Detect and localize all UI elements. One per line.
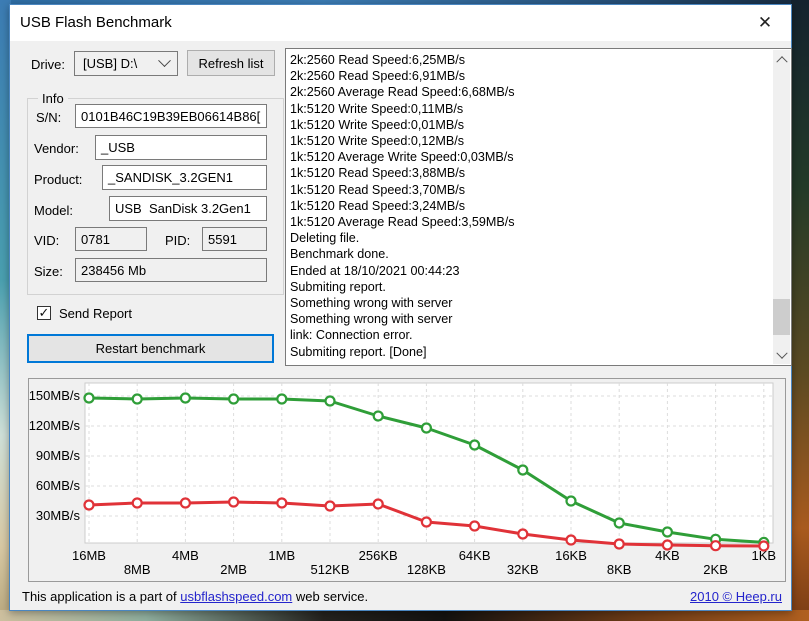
send-report-label[interactable]: Send Report	[59, 306, 132, 321]
info-group: Info S/N: 0101B46C19B39EB06614B86[ Vendo…	[27, 91, 284, 295]
vid-label: VID:	[34, 233, 60, 248]
log-line: 1k:5120 Write Speed:0,01MB/s	[290, 117, 465, 132]
log-lines: 2k:2560 Read Speed:6,25MB/s 2k:2560 Read …	[290, 52, 771, 360]
log-line: 2k:2560 Read Speed:6,91MB/s	[290, 69, 466, 84]
log-line: Submiting report.	[290, 279, 386, 294]
size-field: 238456 Mb	[75, 258, 267, 282]
vendor-label: Vendor:	[34, 141, 79, 156]
status-suffix: web service.	[292, 589, 369, 604]
pid-field: 5591	[202, 227, 267, 251]
svg-text:60MB/s: 60MB/s	[36, 478, 81, 493]
svg-text:16KB: 16KB	[555, 548, 587, 563]
log-output[interactable]: 2k:2560 Read Speed:6,25MB/s 2k:2560 Read …	[285, 48, 792, 366]
svg-text:128KB: 128KB	[407, 562, 446, 577]
svg-text:120MB/s: 120MB/s	[29, 418, 80, 433]
sn-label: S/N:	[36, 110, 62, 125]
svg-text:90MB/s: 90MB/s	[36, 448, 81, 463]
svg-text:8MB: 8MB	[124, 562, 151, 577]
status-text: This application is a part of usbflashsp…	[22, 589, 368, 604]
log-line: Benchmark done.	[290, 247, 389, 262]
status-bar: This application is a part of usbflashsp…	[10, 584, 791, 610]
title-bar[interactable]: USB Flash Benchmark ✕	[10, 5, 791, 41]
log-line: 2k:2560 Average Read Speed:6,68MB/s	[290, 85, 515, 100]
log-line: 1k:5120 Read Speed:3,70MB/s	[290, 182, 466, 197]
svg-text:4MB: 4MB	[172, 548, 199, 563]
drive-select-value: [USB] D:\	[83, 56, 138, 71]
scroll-down-icon[interactable]	[773, 347, 790, 364]
window-title: USB Flash Benchmark	[20, 14, 172, 31]
checkmark-icon: ✓	[38, 305, 50, 320]
svg-text:2MB: 2MB	[220, 562, 247, 577]
model-field[interactable]: USB SanDisk 3.2Gen1	[109, 196, 267, 221]
model-label: Model:	[34, 203, 74, 218]
log-line: Submiting report. [Done]	[290, 344, 427, 359]
desktop-wallpaper-left	[0, 0, 11, 621]
log-line: 1k:5120 Read Speed:3,88MB/s	[290, 166, 466, 181]
svg-text:4KB: 4KB	[655, 548, 680, 563]
size-label: Size:	[34, 264, 63, 279]
drive-select[interactable]: [USB] D:\	[74, 51, 178, 76]
log-line: 1k:5120 Average Write Speed:0,03MB/s	[290, 150, 514, 165]
desktop-wallpaper-bottom	[0, 610, 809, 621]
log-scrollbar[interactable]	[773, 50, 790, 364]
chevron-down-icon	[158, 54, 171, 68]
log-line: Deleting file.	[290, 231, 360, 246]
sn-field[interactable]: 0101B46C19B39EB06614B86[	[75, 104, 267, 128]
vid-field: 0781	[75, 227, 147, 251]
svg-text:32KB: 32KB	[507, 562, 539, 577]
svg-text:512KB: 512KB	[310, 562, 349, 577]
info-group-label: Info	[38, 91, 68, 106]
log-line: 1k:5120 Average Read Speed:3,59MB/s	[290, 215, 515, 230]
svg-text:2KB: 2KB	[703, 562, 728, 577]
svg-text:1MB: 1MB	[268, 548, 295, 563]
drive-label: Drive:	[31, 57, 65, 72]
usbflashspeed-link[interactable]: usbflashspeed.com	[180, 589, 293, 604]
svg-text:256KB: 256KB	[359, 548, 398, 563]
log-line: link: Connection error.	[290, 328, 413, 343]
svg-text:150MB/s: 150MB/s	[29, 388, 80, 403]
vendor-field[interactable]: _USB	[95, 135, 267, 160]
svg-text:8KB: 8KB	[607, 562, 632, 577]
desktop-wallpaper-right	[791, 0, 809, 621]
product-label: Product:	[34, 172, 83, 187]
send-report-checkbox[interactable]: ✓	[37, 306, 51, 320]
copyright-link[interactable]: 2010 © Heep.ru	[690, 589, 782, 604]
log-line: Ended at 18/10/2021 00:44:23	[290, 263, 460, 278]
scroll-up-icon[interactable]	[773, 50, 790, 67]
chart-panel: 150MB/s 120MB/s 90MB/s 60MB/s 30MB/s 16MB 8MB 4…	[28, 378, 786, 582]
log-line: 1k:5120 Write Speed:0,12MB/s	[290, 134, 465, 149]
log-line: 1k:5120 Write Speed:0,11MB/s	[290, 101, 464, 116]
desktop-wallpaper-top	[0, 0, 809, 6]
close-icon[interactable]: ✕	[757, 13, 773, 32]
app-window: USB Flash Benchmark ✕ Drive: [USB] D:\ R…	[9, 4, 792, 611]
log-line: Something wrong with server	[290, 296, 453, 311]
pid-label: PID:	[165, 233, 191, 248]
log-line: 2k:2560 Read Speed:6,25MB/s	[290, 53, 466, 67]
svg-text:64KB: 64KB	[459, 548, 491, 563]
status-prefix: This application is a part of	[22, 589, 181, 604]
svg-text:30MB/s: 30MB/s	[36, 508, 81, 523]
benchmark-chart: 150MB/s 120MB/s 90MB/s 60MB/s 30MB/s 16MB 8MB 4…	[29, 382, 777, 577]
restart-benchmark-button[interactable]: Restart benchmark	[27, 334, 274, 363]
log-line: Something wrong with server	[290, 312, 453, 327]
scrollbar-thumb[interactable]	[773, 299, 790, 335]
refresh-list-button[interactable]: Refresh list	[187, 50, 275, 76]
svg-text:16MB: 16MB	[72, 548, 106, 563]
svg-text:1KB: 1KB	[752, 548, 777, 563]
log-line: 1k:5120 Read Speed:3,24MB/s	[290, 198, 466, 213]
product-field[interactable]: _SANDISK_3.2GEN1	[102, 165, 267, 190]
